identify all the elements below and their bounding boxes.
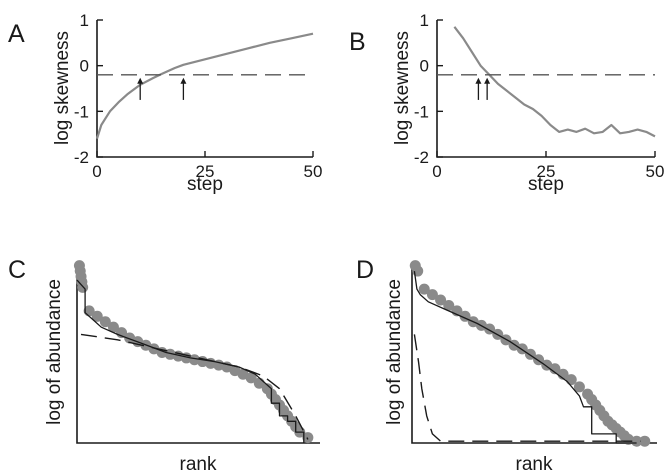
y-axis-title: log skewness — [392, 31, 413, 145]
y-tick-label: -2 — [414, 148, 429, 167]
data-point — [573, 381, 585, 393]
axes-frame — [76, 262, 320, 444]
dashed-line — [80, 333, 309, 440]
data-point — [99, 316, 111, 328]
data-point — [245, 372, 257, 384]
data-point — [418, 283, 430, 295]
data-point — [631, 435, 643, 447]
y-tick-label: -1 — [74, 102, 89, 121]
arrow-head — [180, 77, 187, 84]
x-tick-label: 25 — [196, 162, 215, 181]
y-axis-title: log skewness — [52, 31, 73, 145]
y-tick-label: 0 — [80, 57, 89, 76]
data-point — [107, 321, 119, 333]
data-point — [426, 289, 438, 301]
panel-letter: A — [8, 20, 25, 48]
x-axis-title: step — [187, 174, 223, 195]
panel-letter: D — [356, 256, 374, 284]
y-tick-label: 1 — [80, 11, 89, 30]
x-axis-title: rank — [180, 454, 217, 475]
y-tick-label: -1 — [414, 102, 429, 121]
x-tick-label: 0 — [432, 162, 441, 181]
panel-letter: B — [349, 28, 366, 56]
fit-line — [76, 279, 305, 443]
x-tick-label: 50 — [304, 162, 323, 181]
y-tick-label: 0 — [420, 57, 429, 76]
panel-letter: C — [8, 256, 26, 284]
arrow-head — [484, 77, 491, 84]
fit-line — [413, 271, 637, 444]
x-tick-label: 25 — [537, 162, 556, 181]
data-point — [435, 294, 447, 306]
data-point — [443, 299, 455, 311]
series-line — [95, 32, 314, 140]
y-tick-label: 1 — [420, 11, 429, 30]
series-line — [453, 26, 656, 138]
data-point — [302, 432, 314, 444]
data-point — [412, 265, 424, 277]
data-point — [91, 310, 103, 322]
axes-frame — [411, 262, 657, 444]
y-tick-label: -2 — [74, 148, 89, 167]
x-axis-title: rank — [516, 454, 553, 475]
x-tick-label: 50 — [646, 162, 665, 181]
x-axis-title: step — [528, 174, 564, 195]
data-point — [549, 363, 561, 375]
data-point — [639, 435, 651, 447]
arrow-head — [475, 77, 482, 84]
dashed-line — [413, 334, 641, 442]
arrow-head — [137, 77, 144, 84]
y-axis-title: log of abundance — [44, 279, 65, 425]
x-tick-label: 0 — [92, 162, 101, 181]
y-axis-title: log of abundance — [384, 279, 405, 425]
